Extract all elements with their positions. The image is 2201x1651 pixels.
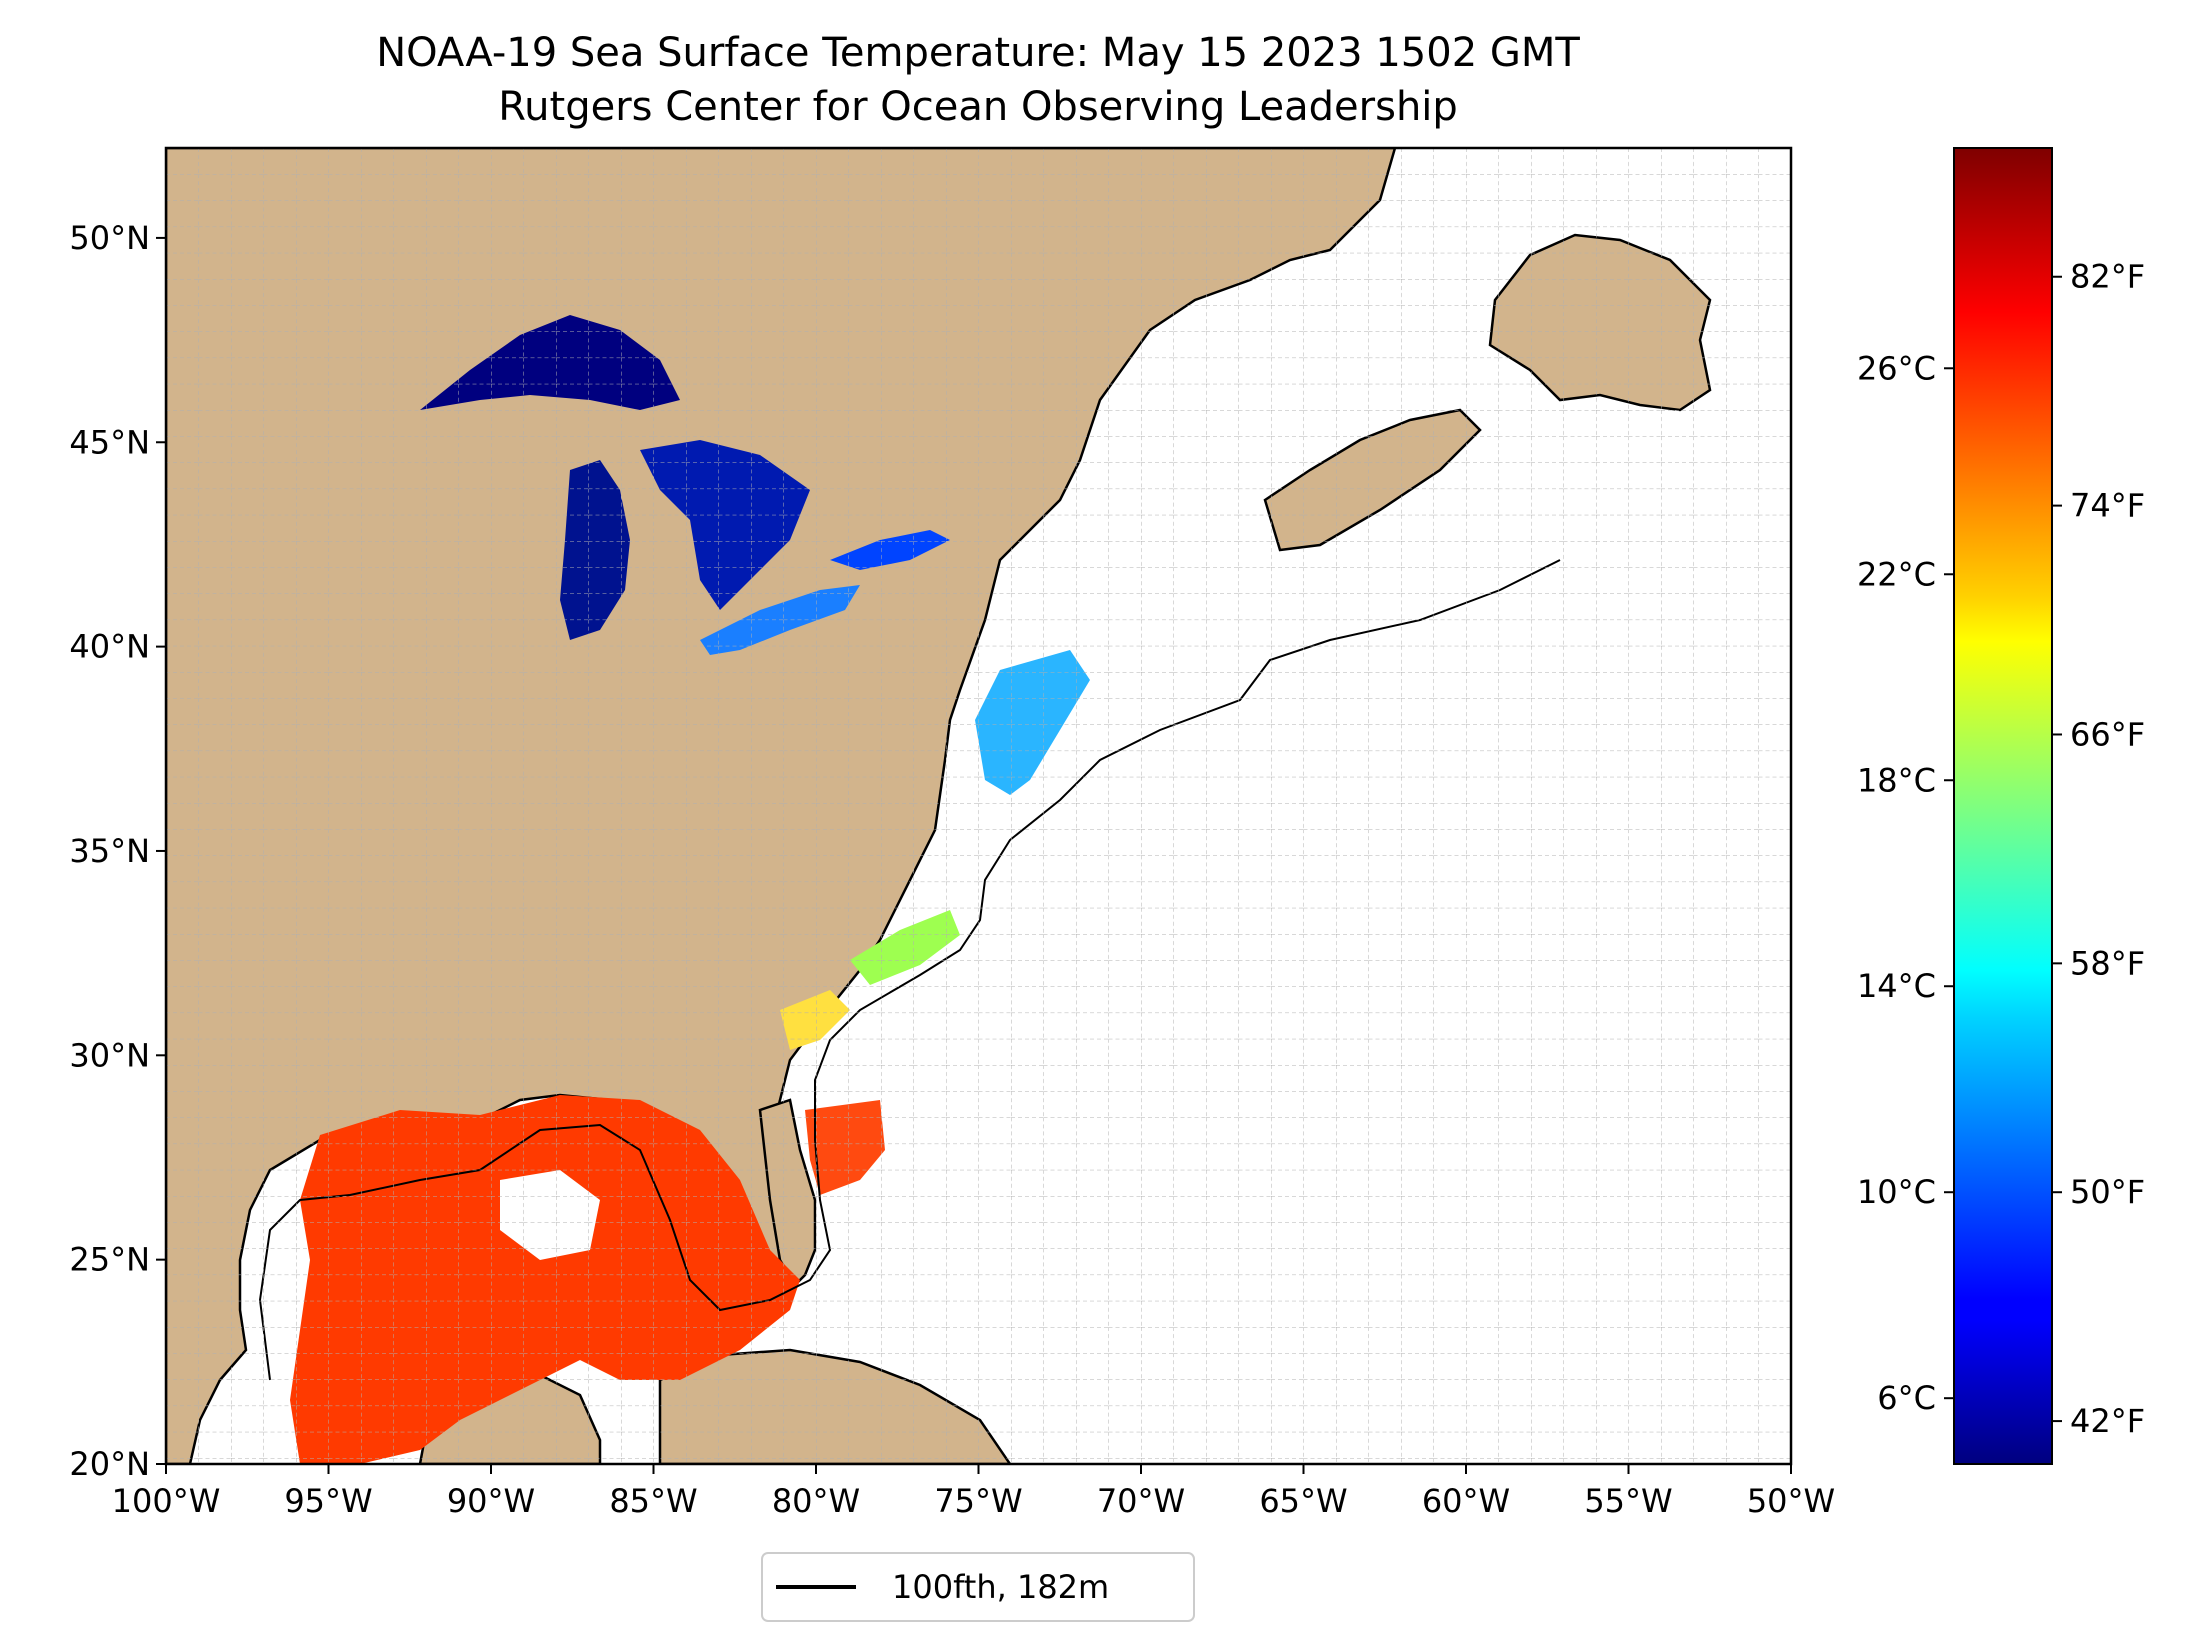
x-tick-label: 95°W: [284, 1482, 372, 1520]
x-tick-label: 70°W: [1097, 1482, 1185, 1520]
map-panel: [166, 148, 1791, 1464]
x-tick-label: 75°W: [934, 1482, 1022, 1520]
colorbar-celsius-label: 18°C: [1857, 761, 1936, 799]
legend: 100fth, 182m: [761, 1552, 1195, 1622]
y-tick-label: 30°N: [69, 1036, 150, 1074]
colorbar-fahrenheit-label: 50°F: [2070, 1173, 2145, 1211]
y-tick-label: 45°N: [69, 423, 150, 461]
colorbar-celsius-label: 26°C: [1857, 349, 1936, 387]
y-tick-label: 20°N: [69, 1445, 150, 1483]
colorbar-celsius-label: 14°C: [1857, 967, 1936, 1005]
colorbar-celsius-label: 10°C: [1857, 1173, 1936, 1211]
x-tick-label: 50°W: [1747, 1482, 1835, 1520]
y-tick-label: 35°N: [69, 832, 150, 870]
y-tick-label: 25°N: [69, 1241, 150, 1279]
title-line-1: NOAA-19 Sea Surface Temperature: May 15 …: [376, 30, 1580, 76]
legend-box: [761, 1552, 1195, 1622]
colorbar-fahrenheit-label: 66°F: [2070, 715, 2145, 753]
colorbar-celsius-ticks: 6°C 10°C 14°C 18°C 22°C 26°C: [1857, 349, 1954, 1417]
x-tick-label: 55°W: [1584, 1482, 1672, 1520]
x-tick-label: 85°W: [609, 1482, 697, 1520]
colorbar-fahrenheit-label: 74°F: [2070, 487, 2145, 525]
colorbar-fahrenheit-label: 42°F: [2070, 1402, 2145, 1440]
x-tick-label: 100°W: [112, 1482, 221, 1520]
colorbar: 6°C 10°C 14°C 18°C 22°C 26°C 42°F 50°F 58°F 66°F…: [1857, 147, 2145, 1465]
x-tick-label: 80°W: [772, 1482, 860, 1520]
colorbar-fahrenheit-ticks: 42°F 50°F 58°F 66°F 74°F 82°F: [2052, 258, 2145, 1440]
title-line-2: Rutgers Center for Ocean Observing Leade…: [498, 84, 1458, 130]
y-tick-label: 40°N: [69, 628, 150, 666]
x-tick-label: 65°W: [1259, 1482, 1347, 1520]
colorbar-gradient: [1953, 147, 2053, 1465]
x-tick-label: 90°W: [447, 1482, 535, 1520]
colorbar-celsius-label: 22°C: [1857, 555, 1936, 593]
colorbar-celsius-label: 6°C: [1877, 1379, 1936, 1417]
y-tick-label: 50°N: [69, 219, 150, 257]
x-axis: 100°W 95°W 90°W 85°W 80°W 75°W 70°W 65°W 60°W 55°…: [112, 1464, 1835, 1520]
legend-label: 100fth, 182m: [892, 1568, 1109, 1606]
x-tick-label: 60°W: [1422, 1482, 1510, 1520]
y-axis: 20°N 25°N 30°N 35°N 40°N 45°N 50°N: [69, 219, 166, 1483]
colorbar-fahrenheit-label: 58°F: [2070, 944, 2145, 982]
colorbar-fahrenheit-label: 82°F: [2070, 258, 2145, 296]
